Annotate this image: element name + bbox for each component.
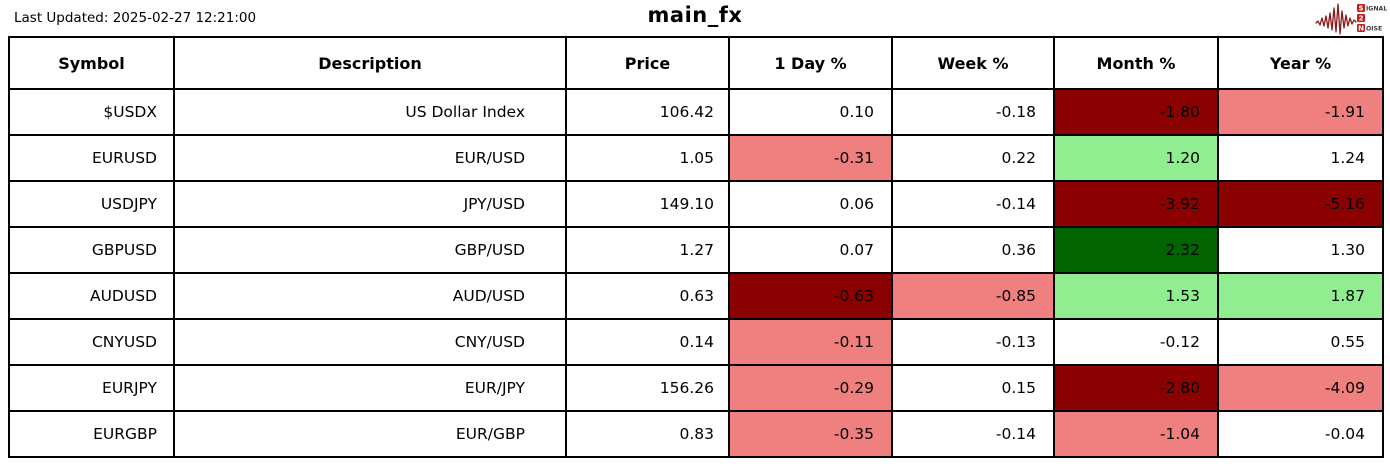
col-header-symbol: Symbol [8, 36, 175, 90]
col-header-week: Week % [891, 36, 1055, 90]
price-cell: 1.27 [565, 226, 730, 274]
svg-text:S: S [1358, 5, 1363, 13]
top-bar: Last Updated: 2025-02-27 12:21:00 main_f… [0, 0, 1390, 36]
pct-cell-year: 0.55 [1217, 318, 1384, 366]
table-row: EURUSD EUR/USD 1.05 -0.31 0.22 1.20 1.24 [8, 134, 1384, 182]
col-header-year: Year % [1217, 36, 1384, 90]
pct-cell-month: 2.32 [1053, 226, 1219, 274]
pct-cell-year: -1.91 [1217, 88, 1384, 136]
pct-cell-month: -2.80 [1053, 364, 1219, 412]
symbol-cell: EURJPY [8, 364, 175, 412]
header-row: Symbol Description Price 1 Day % Week % … [8, 36, 1384, 90]
symbol-cell: EURUSD [8, 134, 175, 182]
pct-cell-week: -0.85 [891, 272, 1055, 320]
table-row: $USDX US Dollar Index 106.42 0.10 -0.18 -1.80… [8, 88, 1384, 136]
svg-text:OISE: OISE [1366, 25, 1382, 32]
pct-cell-month: 1.53 [1053, 272, 1219, 320]
price-cell: 0.63 [565, 272, 730, 320]
fx-table: Symbol Description Price 1 Day % Week % … [8, 36, 1384, 458]
pct-cell-1day: -0.29 [728, 364, 893, 412]
pct-cell-1day: -0.35 [728, 410, 893, 458]
description-cell: EUR/JPY [173, 364, 567, 412]
pct-cell-week: -0.13 [891, 318, 1055, 366]
price-cell: 149.10 [565, 180, 730, 228]
table-row: EURJPY EUR/JPY 156.26 -0.29 0.15 -2.80 -4.09 [8, 364, 1384, 412]
pct-cell-week: 0.15 [891, 364, 1055, 412]
pct-cell-week: -0.14 [891, 180, 1055, 228]
svg-text:N: N [1358, 25, 1364, 33]
pct-cell-year: 1.87 [1217, 272, 1384, 320]
pct-cell-month: -1.04 [1053, 410, 1219, 458]
last-updated-timestamp: Last Updated: 2025-02-27 12:21:00 [14, 10, 257, 26]
pct-cell-year: 1.24 [1217, 134, 1384, 182]
description-cell: EUR/GBP [173, 410, 567, 458]
waveform-icon [1315, 3, 1357, 35]
table-row: AUDUSD AUD/USD 0.63 -0.63 -0.85 1.53 1.87 [8, 272, 1384, 320]
price-cell: 1.05 [565, 134, 730, 182]
col-header-1day: 1 Day % [728, 36, 893, 90]
pct-cell-week: 0.36 [891, 226, 1055, 274]
description-cell: AUD/USD [173, 272, 567, 320]
pct-cell-1day: 0.10 [728, 88, 893, 136]
description-cell: EUR/USD [173, 134, 567, 182]
signal-2-noise-logo: S IGNAL 2 N OISE [1315, 3, 1387, 35]
price-cell: 106.42 [565, 88, 730, 136]
page-title: main_fx [647, 3, 743, 27]
symbol-cell: USDJPY [8, 180, 175, 228]
pct-cell-week: -0.18 [891, 88, 1055, 136]
pct-cell-1day: 0.07 [728, 226, 893, 274]
pct-cell-year: -0.04 [1217, 410, 1384, 458]
svg-text:2: 2 [1359, 15, 1364, 23]
pct-cell-week: -0.14 [891, 410, 1055, 458]
pct-cell-week: 0.22 [891, 134, 1055, 182]
table-row: USDJPY JPY/USD 149.10 0.06 -0.14 -3.92 -5.16 [8, 180, 1384, 228]
price-cell: 0.14 [565, 318, 730, 366]
pct-cell-year: -4.09 [1217, 364, 1384, 412]
svg-text:IGNAL: IGNAL [1366, 5, 1387, 12]
price-cell: 156.26 [565, 364, 730, 412]
col-header-month: Month % [1053, 36, 1219, 90]
pct-cell-month: 1.20 [1053, 134, 1219, 182]
pct-cell-month: -0.12 [1053, 318, 1219, 366]
description-cell: GBP/USD [173, 226, 567, 274]
symbol-cell: CNYUSD [8, 318, 175, 366]
description-cell: US Dollar Index [173, 88, 567, 136]
symbol-cell: EURGBP [8, 410, 175, 458]
pct-cell-1day: -0.31 [728, 134, 893, 182]
table-row: GBPUSD GBP/USD 1.27 0.07 0.36 2.32 1.30 [8, 226, 1384, 274]
col-header-description: Description [173, 36, 567, 90]
symbol-cell: $USDX [8, 88, 175, 136]
description-cell: JPY/USD [173, 180, 567, 228]
table-body: $USDX US Dollar Index 106.42 0.10 -0.18 -1.80… [8, 88, 1384, 458]
symbol-cell: GBPUSD [8, 226, 175, 274]
logo-wordmark: S IGNAL 2 N OISE [1357, 4, 1387, 33]
symbol-cell: AUDUSD [8, 272, 175, 320]
pct-cell-month: -3.92 [1053, 180, 1219, 228]
col-header-price: Price [565, 36, 730, 90]
table-row: CNYUSD CNY/USD 0.14 -0.11 -0.13 -0.12 0.55 [8, 318, 1384, 366]
table-row: EURGBP EUR/GBP 0.83 -0.35 -0.14 -1.04 -0.04 [8, 410, 1384, 458]
pct-cell-year: 1.30 [1217, 226, 1384, 274]
pct-cell-1day: -0.11 [728, 318, 893, 366]
pct-cell-1day: -0.63 [728, 272, 893, 320]
pct-cell-1day: 0.06 [728, 180, 893, 228]
table-header: Symbol Description Price 1 Day % Week % … [8, 36, 1384, 90]
pct-cell-year: -5.16 [1217, 180, 1384, 228]
pct-cell-month: -1.80 [1053, 88, 1219, 136]
price-cell: 0.83 [565, 410, 730, 458]
description-cell: CNY/USD [173, 318, 567, 366]
